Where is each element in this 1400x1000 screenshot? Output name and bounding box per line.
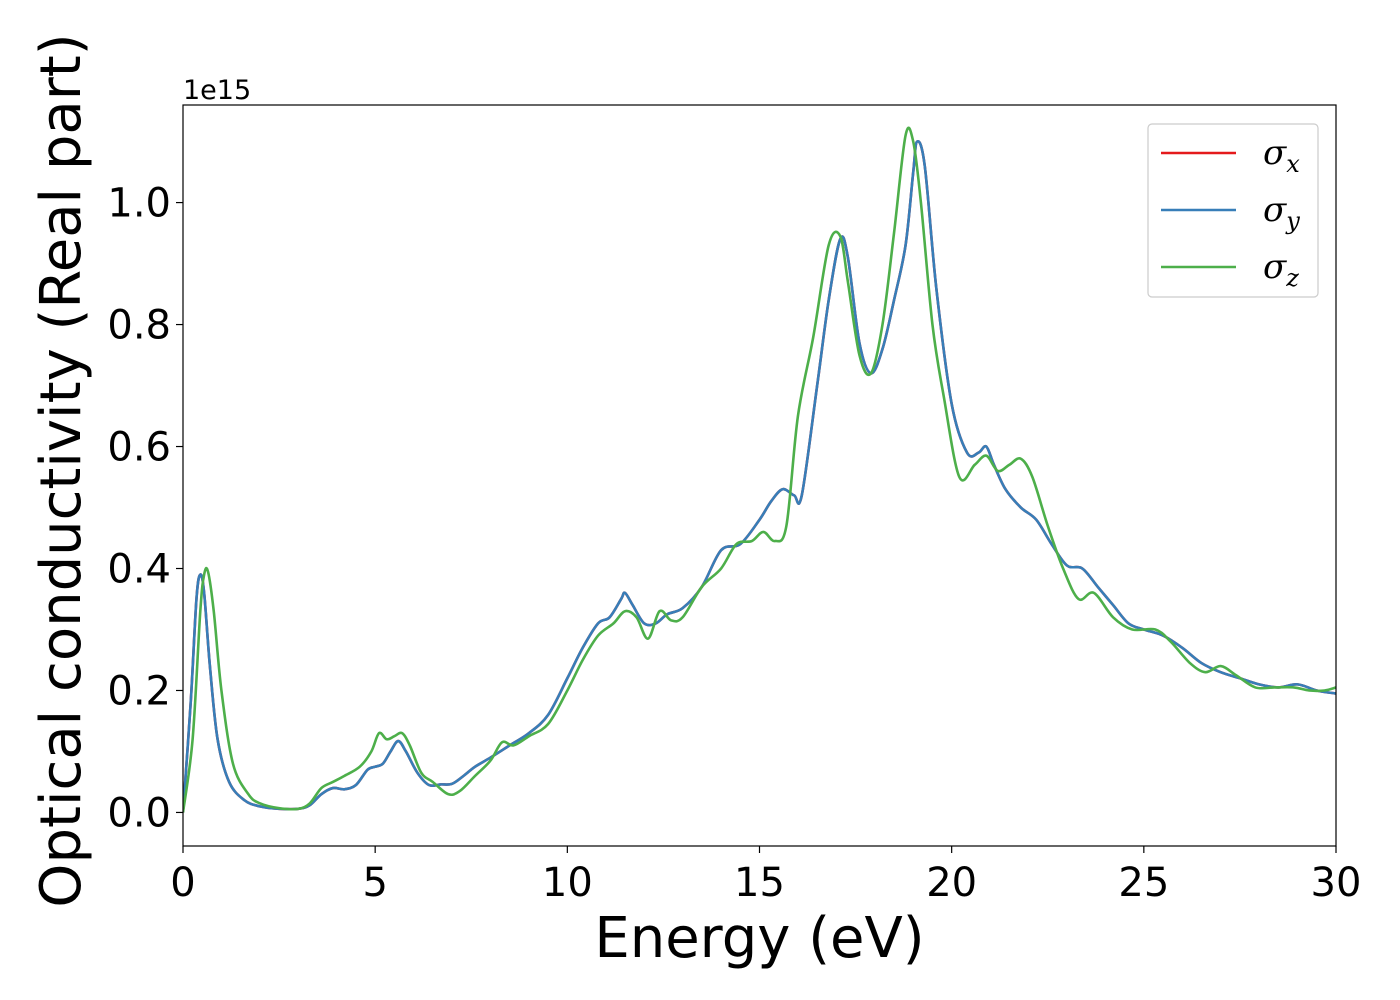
- series-line-z: [183, 126, 1336, 813]
- legend-label: σx: [1263, 133, 1300, 178]
- y-axis-offset-text: 1e15: [183, 75, 251, 106]
- legend-item-y: σy: [1161, 190, 1300, 235]
- y-tick-label: 1.0: [107, 181, 171, 227]
- y-tick-label: 0.4: [107, 547, 171, 593]
- legend-item-z: σz: [1161, 247, 1299, 292]
- legend-label: σz: [1263, 247, 1299, 292]
- x-tick-label: 20: [926, 860, 977, 906]
- series-line-y: [183, 140, 1336, 813]
- x-tick-label: 0: [170, 860, 195, 906]
- y-tick-label: 0.8: [107, 303, 171, 349]
- y-tick-label: 0.2: [107, 668, 171, 714]
- x-tick-label: 15: [734, 860, 785, 906]
- legend-label: σy: [1263, 190, 1300, 235]
- x-tick-label: 10: [542, 860, 593, 906]
- series-layer: [183, 126, 1336, 813]
- legend: σx σy σz: [1147, 123, 1319, 298]
- y-axis: 0.0 0.2 0.4 0.6 0.8 1.0: [107, 181, 183, 836]
- legend-item-x: σx: [1161, 133, 1300, 178]
- y-tick-label: 0.0: [107, 790, 171, 836]
- x-tick-label: 25: [1118, 860, 1169, 906]
- x-tick-label: 30: [1311, 860, 1362, 906]
- x-axis-title: Energy (eV): [594, 906, 924, 971]
- y-tick-label: 0.6: [107, 425, 171, 471]
- x-tick-label: 5: [362, 860, 387, 906]
- y-axis-title: Optical conductivity (Real part): [29, 33, 94, 907]
- x-axis: 0 5 10 15 20 25 30: [170, 846, 1361, 906]
